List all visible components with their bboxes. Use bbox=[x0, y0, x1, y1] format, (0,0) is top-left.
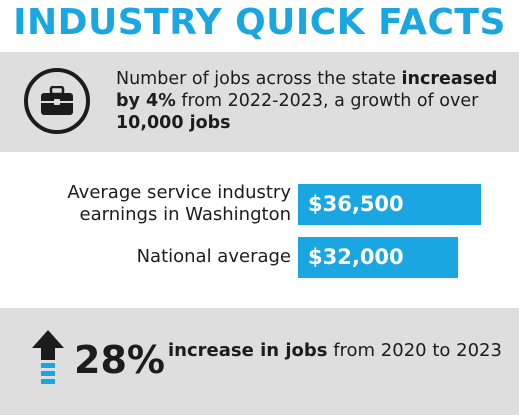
jobs-fact-text: Number of jobs across the state increase… bbox=[116, 68, 516, 134]
jobs-fact-panel: Number of jobs across the state increase… bbox=[0, 52, 519, 152]
jobs-fact-text-1: Number of jobs across the state bbox=[116, 69, 402, 89]
growth-percent: 28% bbox=[74, 338, 165, 382]
growth-fact-highlight: increase in jobs bbox=[168, 340, 328, 361]
growth-fact-panel: 28% increase in jobs from 2020 to 2023 bbox=[0, 308, 519, 415]
earnings-bar-washington: $36,500 bbox=[298, 184, 481, 225]
earnings-bar-national: $32,000 bbox=[298, 237, 458, 278]
growth-fact-text: increase in jobs from 2020 to 2023 bbox=[168, 340, 508, 362]
jobs-fact-text-2: from 2022-2023, a growth of over bbox=[175, 91, 479, 111]
earnings-label-national: National average bbox=[136, 246, 291, 267]
briefcase-icon bbox=[24, 68, 90, 134]
growth-fact-rest: from 2020 to 2023 bbox=[327, 340, 502, 361]
earnings-label-washington: Average service industry earnings in Was… bbox=[67, 182, 291, 225]
jobs-fact-highlight-1: increased by 4% bbox=[116, 69, 498, 111]
page-title: INDUSTRY QUICK FACTS bbox=[13, 2, 506, 43]
up-arrow-icon bbox=[32, 330, 64, 384]
jobs-fact-highlight-2: 10,000 jobs bbox=[116, 113, 231, 133]
earnings-row-washington: Average service industry earnings in Was… bbox=[0, 182, 519, 226]
earnings-row-national: National average $32,000 bbox=[0, 235, 519, 279]
